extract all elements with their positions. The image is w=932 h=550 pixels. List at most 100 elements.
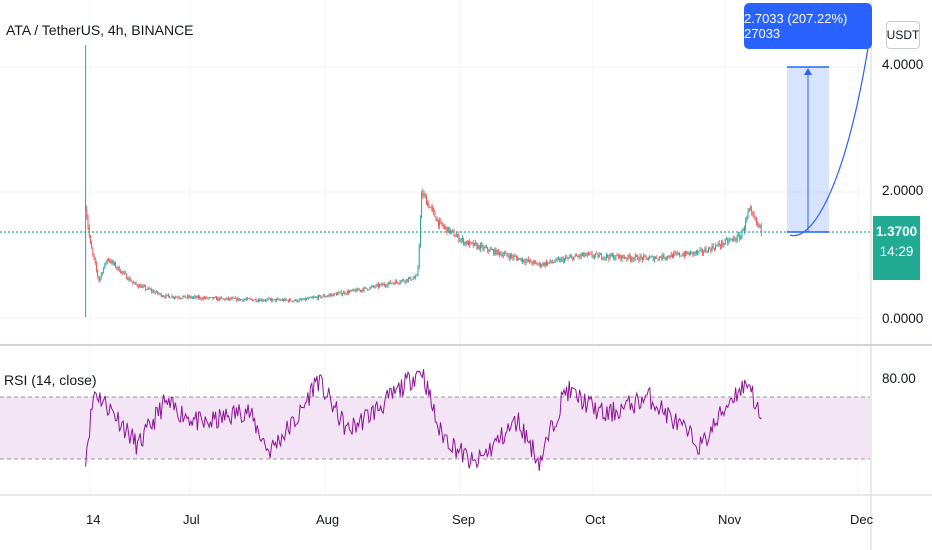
candle-body	[638, 259, 640, 261]
candle-body	[183, 295, 185, 297]
candle-body	[737, 235, 739, 236]
measure-arrow-head	[804, 68, 812, 75]
candle-body	[272, 298, 274, 302]
candle-body	[573, 256, 575, 261]
candle-body	[130, 281, 132, 282]
candle-body	[124, 272, 126, 274]
candle-body	[268, 298, 270, 300]
candle-body	[586, 253, 588, 256]
candle-body	[227, 297, 229, 300]
candle-body	[388, 281, 390, 284]
symbol-title[interactable]: ATA / TetherUS, 4h, BINANCE	[6, 22, 194, 38]
candle-body	[437, 219, 439, 226]
candle-body	[740, 235, 742, 240]
candle-body	[353, 289, 355, 291]
candle-body	[554, 261, 556, 263]
candle-body	[352, 289, 354, 291]
candle-body	[537, 264, 539, 266]
candle-body	[218, 297, 220, 301]
candle-body	[179, 297, 181, 299]
time-label-sep: Sep	[452, 512, 476, 527]
candle-body	[244, 299, 246, 301]
candle-body	[436, 219, 438, 222]
candle-body	[682, 254, 684, 257]
candle-body	[760, 225, 762, 234]
candle-body	[233, 298, 235, 299]
candle-body	[533, 261, 535, 262]
candle-body	[645, 255, 647, 258]
candle-body	[639, 256, 641, 261]
candle-body	[345, 293, 347, 295]
candle-body	[153, 290, 155, 293]
candle-body	[627, 254, 629, 259]
candle-body	[334, 293, 336, 295]
candle-body	[482, 245, 484, 250]
candle-body	[239, 299, 241, 301]
candle-body	[591, 253, 593, 257]
candle-body	[293, 300, 295, 302]
candle-body	[621, 255, 623, 260]
candle-body	[652, 256, 654, 261]
candle-body	[311, 297, 313, 299]
candle-body	[220, 297, 222, 299]
candle-body	[655, 256, 657, 259]
candle-body	[271, 299, 273, 302]
candle-body	[344, 292, 346, 294]
candle-body	[266, 299, 268, 301]
candle-body	[296, 299, 298, 302]
candle-body	[641, 257, 643, 260]
rsi-indicator-label[interactable]: RSI (14, close)	[4, 372, 97, 388]
candle-body	[477, 245, 479, 249]
candle-body	[242, 299, 244, 301]
candle-body	[121, 271, 123, 273]
candle-body	[667, 255, 669, 258]
candle-body	[716, 245, 718, 247]
candle-body	[742, 230, 744, 232]
candle-body	[681, 255, 683, 257]
candle-body	[412, 278, 414, 280]
candle-body	[351, 290, 353, 291]
candle-body	[693, 251, 695, 255]
candle-body	[754, 217, 756, 219]
candle-body	[393, 283, 395, 285]
candle-body	[232, 298, 234, 299]
candle-body	[604, 257, 606, 259]
candle-body	[106, 258, 108, 263]
candle-body	[758, 223, 760, 227]
candle-body	[381, 283, 383, 286]
candle-body	[380, 283, 382, 285]
candle-body	[736, 235, 738, 241]
candle-body	[721, 241, 723, 247]
candle-body	[746, 217, 748, 220]
candle-body	[718, 243, 720, 246]
candle-body	[140, 285, 142, 288]
candle-body	[356, 288, 358, 292]
candle-body	[539, 263, 541, 267]
candle-body	[416, 275, 418, 277]
candle-body	[214, 297, 216, 299]
candle-body	[585, 255, 587, 256]
candle-body	[329, 294, 331, 296]
candle-body	[250, 298, 252, 300]
candle-body	[595, 253, 597, 256]
candle-body	[263, 300, 265, 302]
candle-body	[593, 255, 595, 257]
candle-body	[135, 282, 137, 285]
candle-body	[374, 286, 376, 288]
candle-body	[280, 299, 282, 301]
candle-body	[93, 253, 95, 259]
candle-body	[229, 298, 231, 300]
candle-body	[137, 286, 139, 288]
candle-body	[466, 241, 468, 245]
currency-button[interactable]: USDT	[886, 21, 920, 49]
candle-body	[434, 211, 436, 217]
candle-body	[715, 245, 717, 250]
candle-body	[541, 265, 543, 267]
candle-body	[341, 293, 343, 295]
candle-body	[387, 283, 389, 286]
candle-body	[679, 252, 681, 256]
candle-body	[98, 276, 100, 281]
candle-body	[169, 295, 171, 298]
candle-body	[483, 247, 485, 250]
